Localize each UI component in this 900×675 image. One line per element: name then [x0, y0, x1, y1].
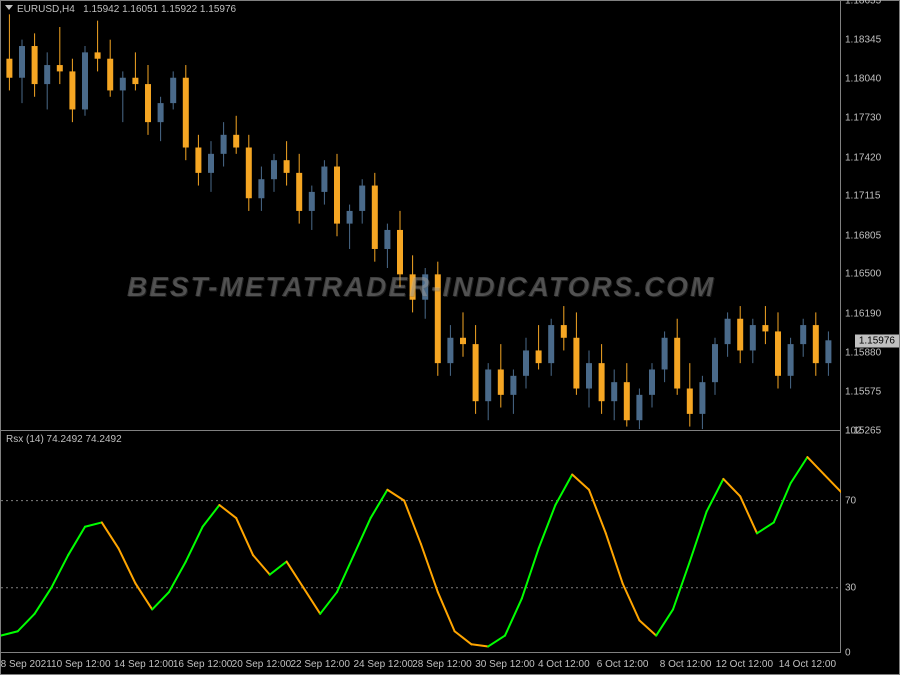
- candlestick-svg: [1, 1, 841, 431]
- time-axis: 8 Sep 202110 Sep 12:0014 Sep 12:0016 Sep…: [1, 652, 841, 674]
- time-tick-label: 14 Sep 12:00: [114, 659, 174, 670]
- main-candlestick-chart[interactable]: EURUSD,H4 1.15942 1.16051 1.15922 1.1597…: [1, 1, 841, 431]
- price-axis: 1.18655 1.18345 1.18040 1.17730 1.17420 1.171…: [841, 1, 899, 431]
- indicator-chart[interactable]: [1, 431, 841, 653]
- time-tick-label: 4 Oct 12:00: [538, 659, 590, 670]
- price-tick-label: 1.17730: [845, 113, 881, 124]
- time-tick-label: 14 Oct 12:00: [779, 659, 836, 670]
- time-tick-label: 16 Sep 12:00: [173, 659, 233, 670]
- time-tick-label: 22 Sep 12:00: [290, 659, 350, 670]
- price-tick-label: 1.18655: [845, 0, 881, 7]
- chart-container: EURUSD,H4 1.15942 1.16051 1.15922 1.1597…: [0, 0, 900, 675]
- time-tick-label: 28 Sep 12:00: [412, 659, 472, 670]
- time-tick-label: 10 Sep 12:00: [51, 659, 111, 670]
- price-tick-label: 1.16805: [845, 230, 881, 241]
- price-tick-label: 1.15880: [845, 347, 881, 358]
- time-tick-label: 12 Oct 12:00: [716, 659, 773, 670]
- price-tick-label: 1.18345: [845, 35, 881, 46]
- current-price-marker: 1.15976: [855, 334, 899, 347]
- price-tick-label: 1.16500: [845, 269, 881, 280]
- indicator-header: Rsx (14) 74.2492 74.2492: [6, 434, 122, 445]
- time-tick-label: 8 Oct 12:00: [660, 659, 712, 670]
- indicator-tick-label: 70: [845, 495, 856, 506]
- watermark-text: BEST-METATRADER-INDICATORS.COM: [1, 271, 841, 303]
- price-tick-label: 1.16190: [845, 308, 881, 319]
- indicator-axis: 10270300: [841, 431, 899, 653]
- time-tick-label: 30 Sep 12:00: [475, 659, 535, 670]
- price-tick-label: 1.17115: [845, 191, 880, 202]
- time-tick-label: 24 Sep 12:00: [353, 659, 413, 670]
- price-tick-label: 1.15575: [845, 386, 881, 397]
- price-tick-label: 1.18040: [845, 74, 881, 85]
- price-tick-label: 1.17420: [845, 152, 881, 163]
- time-tick-label: 6 Oct 12:00: [597, 659, 649, 670]
- indicator-svg: [1, 431, 841, 653]
- time-tick-label: 8 Sep 2021: [1, 659, 52, 670]
- indicator-tick-label: 102: [845, 426, 862, 437]
- indicator-tick-label: 30: [845, 582, 856, 593]
- time-tick-label: 20 Sep 12:00: [232, 659, 292, 670]
- indicator-tick-label: 0: [845, 648, 851, 659]
